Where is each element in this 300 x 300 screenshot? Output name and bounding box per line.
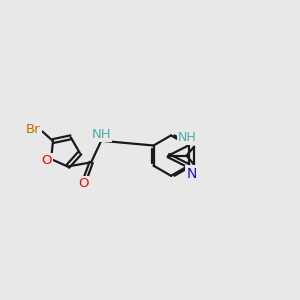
Text: NH: NH — [178, 130, 196, 144]
Text: N: N — [186, 167, 196, 181]
Text: Br: Br — [26, 123, 41, 136]
Text: O: O — [42, 154, 52, 167]
Text: O: O — [79, 177, 89, 190]
Text: NH: NH — [92, 128, 111, 141]
